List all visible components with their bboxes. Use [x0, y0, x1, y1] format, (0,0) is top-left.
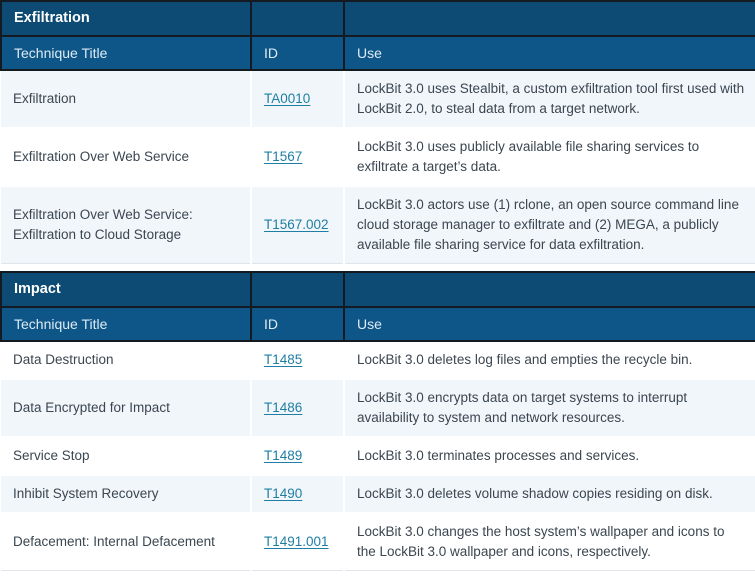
technique-row: Service Stop T1489 LockBit 3.0 terminate… [1, 436, 755, 475]
technique-id-cell: T1489 [250, 436, 344, 475]
section-header-spacer-use [343, 0, 755, 37]
section-header-row: Exfiltration [0, 0, 755, 37]
section-title: Impact [0, 271, 252, 308]
column-header-id: ID [250, 306, 345, 342]
technique-title-cell: Exfiltration [1, 69, 251, 128]
technique-id-cell: T1486 [250, 378, 344, 437]
technique-title-cell: Service Stop [1, 436, 251, 475]
column-header-technique-title: Technique Title [0, 35, 252, 71]
column-header-row: Technique Title ID Use [0, 306, 755, 342]
technique-row: Data Destruction T1485 LockBit 3.0 delet… [1, 340, 755, 379]
technique-use-cell: LockBit 3.0 actors use (1) rclone, an op… [343, 185, 755, 264]
technique-title-cell: Data Destruction [1, 340, 251, 379]
column-header-use: Use [343, 35, 755, 71]
technique-title-cell: Inhibit System Recovery [1, 474, 251, 513]
technique-row: Inhibit System Recovery T1490 LockBit 3.… [1, 474, 755, 513]
technique-id-link[interactable]: T1489 [264, 448, 303, 463]
technique-table: Exfiltration Technique Title ID Use Exfi… [0, 0, 755, 264]
technique-id-link[interactable]: TA0010 [264, 91, 311, 106]
section-title: Exfiltration [0, 0, 252, 37]
technique-row: Defacement: Internal Defacement T1491.00… [1, 512, 755, 571]
technique-table: Impact Technique Title ID Use Data Destr… [0, 271, 755, 571]
column-header-technique-title: Technique Title [0, 306, 252, 342]
technique-title-cell: Exfiltration Over Web Service: Exfiltrat… [1, 185, 251, 264]
technique-id-link[interactable]: T1567.002 [264, 217, 329, 232]
technique-id-cell: T1491.001 [250, 512, 344, 571]
technique-use-cell: LockBit 3.0 uses Stealbit, a custom exfi… [343, 69, 755, 128]
technique-row: Data Encrypted for Impact T1486 LockBit … [1, 378, 755, 437]
technique-id-cell: T1490 [250, 474, 344, 513]
section-header-spacer-id [250, 271, 345, 308]
technique-id-link[interactable]: T1485 [264, 352, 303, 367]
technique-use-cell: LockBit 3.0 deletes volume shadow copies… [343, 474, 755, 513]
technique-use-cell: LockBit 3.0 uses publicly available file… [343, 127, 755, 186]
section-header-spacer-id [250, 0, 345, 37]
technique-use-cell: LockBit 3.0 changes the host system’s wa… [343, 512, 755, 571]
technique-id-link[interactable]: T1486 [264, 400, 303, 415]
technique-title-cell: Defacement: Internal Defacement [1, 512, 251, 571]
technique-row: Exfiltration TA0010 LockBit 3.0 uses Ste… [1, 69, 755, 128]
section-header-spacer-use [343, 271, 755, 308]
technique-id-cell: T1567.002 [250, 185, 344, 264]
technique-title-cell: Data Encrypted for Impact [1, 378, 251, 437]
technique-id-link[interactable]: T1490 [264, 486, 303, 501]
column-header-id: ID [250, 35, 345, 71]
technique-id-cell: T1567 [250, 127, 344, 186]
technique-title-cell: Exfiltration Over Web Service [1, 127, 251, 186]
technique-use-cell: LockBit 3.0 deletes log files and emptie… [343, 340, 755, 379]
technique-id-cell: TA0010 [250, 69, 344, 128]
technique-use-cell: LockBit 3.0 encrypts data on target syst… [343, 378, 755, 437]
technique-row: Exfiltration Over Web Service: Exfiltrat… [1, 185, 755, 264]
technique-id-link[interactable]: T1567 [264, 149, 303, 164]
technique-id-link[interactable]: T1491.001 [264, 534, 329, 549]
technique-tables: Exfiltration Technique Title ID Use Exfi… [0, 0, 755, 571]
section-header-row: Impact [0, 271, 755, 308]
technique-id-cell: T1485 [250, 340, 344, 379]
column-header-use: Use [343, 306, 755, 342]
technique-use-cell: LockBit 3.0 terminates processes and ser… [343, 436, 755, 475]
column-header-row: Technique Title ID Use [0, 35, 755, 71]
technique-row: Exfiltration Over Web Service T1567 Lock… [1, 127, 755, 186]
